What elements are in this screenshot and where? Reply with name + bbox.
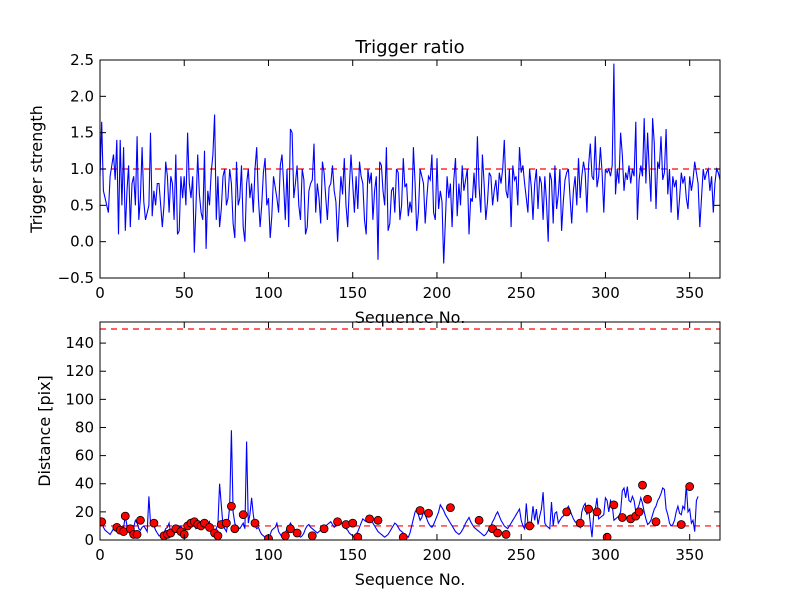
x-tick-label: 0 xyxy=(95,284,105,302)
flagged-point-marker xyxy=(353,532,363,540)
flagged-point-marker xyxy=(285,524,295,534)
flagged-point-marker xyxy=(149,518,159,528)
flagged-point-marker xyxy=(365,514,374,524)
top-plot-frame xyxy=(99,59,721,279)
y-tick-label: 2.0 xyxy=(70,87,94,105)
x-tick-label: 150 xyxy=(338,546,367,564)
bottom-x-axis-label: Sequence No. xyxy=(355,570,466,589)
flagged-point-marker xyxy=(398,532,408,540)
flagged-point-marker xyxy=(501,529,511,539)
x-tick-label: 250 xyxy=(507,284,536,302)
flagged-point-marker xyxy=(307,531,317,540)
distance-panel: 0 50 100 150 200 250 300 350020406080100120140 … xyxy=(35,321,721,589)
y-tick-label: 140 xyxy=(65,334,94,352)
y-tick-label: 60 xyxy=(75,447,94,465)
flagged-point-marker xyxy=(493,528,503,538)
flagged-point-marker xyxy=(474,515,484,525)
x-tick-label: 250 xyxy=(507,546,536,564)
flagged-point-marker xyxy=(333,517,342,527)
x-tick-label: 300 xyxy=(591,546,620,564)
flagged-point-marker xyxy=(213,531,223,540)
bottom-y-axis-label: Distance [pix] xyxy=(35,375,54,487)
y-tick-label: 120 xyxy=(65,362,94,380)
flagged-point-marker xyxy=(609,500,619,510)
flagged-point-marker xyxy=(415,506,425,515)
flagged-point-marker xyxy=(238,510,248,520)
x-tick-label: 350 xyxy=(675,284,704,302)
chart-title: Trigger ratio xyxy=(354,37,464,58)
y-tick-label: 1.0 xyxy=(70,160,94,178)
flagged-point-marker xyxy=(280,531,290,540)
top-x-axis-label: Sequence No. xyxy=(355,308,466,327)
distance-series-group xyxy=(100,328,720,540)
flagged-point-marker xyxy=(136,515,145,525)
top-y-axis-label: Trigger strength xyxy=(27,105,46,234)
bottom-axis-ticks: 0 50 100 150 200 250 300 350 0 20 40 60 80 100 120 140 xyxy=(65,322,720,564)
flagged-point-marker xyxy=(348,518,358,528)
flagged-point-marker xyxy=(221,518,231,528)
flagged-point-marker xyxy=(120,511,130,521)
x-tick-label: 0 xyxy=(95,546,105,564)
flagged-point-marker xyxy=(100,517,107,527)
y-tick-label: 100 xyxy=(65,390,94,408)
x-tick-label: 100 xyxy=(254,546,283,564)
flagged-point-marker xyxy=(205,522,214,532)
x-tick-label: 300 xyxy=(591,284,620,302)
y-tick-label: −0.5 xyxy=(58,269,94,287)
flagged-point-marker xyxy=(617,513,627,522)
y-tick-label: 0.5 xyxy=(70,196,94,214)
flagged-point-marker xyxy=(250,518,260,528)
flagged-point-marker xyxy=(424,508,433,518)
flagged-point-marker xyxy=(446,503,455,513)
y-tick-label: 20 xyxy=(75,503,94,521)
x-tick-label: 200 xyxy=(423,546,452,564)
flagged-point-marker xyxy=(373,515,383,525)
bottom-plot-frame xyxy=(99,321,721,541)
flagged-point-marker xyxy=(132,529,142,539)
flagged-point-marker xyxy=(676,520,686,529)
flagged-point-marker xyxy=(575,518,585,528)
y-tick-label: 0 xyxy=(84,531,94,549)
y-tick-label: 80 xyxy=(75,418,94,436)
flagged-point-marker xyxy=(685,482,695,491)
x-tick-label: 100 xyxy=(254,284,283,302)
top-axis-ticks: 0 50 100 150 200 250 300 350 −0.5 0.0 0.5 1.0 1.5 2.0… xyxy=(58,51,720,302)
flagged-point-marker xyxy=(562,507,572,517)
trigger-strength-series-group xyxy=(100,63,720,264)
y-tick-label: 1.5 xyxy=(70,124,94,142)
flagged-point-marker xyxy=(634,507,644,517)
x-tick-label: 150 xyxy=(338,284,367,302)
x-tick-label: 350 xyxy=(675,546,704,564)
flagged-point-marker xyxy=(319,524,329,534)
trigger-ratio-panel: Trigger ratio 0 50 100 150 200 250 300 350−0.50… xyxy=(27,37,721,327)
flagged-point-marker xyxy=(638,480,647,490)
flagged-point-marker xyxy=(227,501,236,511)
flagged-point-marker xyxy=(584,504,593,514)
y-tick-label: 2.5 xyxy=(70,51,94,69)
x-tick-label: 200 xyxy=(423,284,452,302)
y-tick-label: 40 xyxy=(75,475,94,493)
flagged-point-marker xyxy=(592,507,602,517)
flagged-point-marker xyxy=(230,524,240,534)
x-tick-label: 50 xyxy=(175,546,194,564)
flagged-point-marker xyxy=(525,521,535,531)
flagged-point-marker xyxy=(651,517,661,527)
x-tick-label: 50 xyxy=(175,284,194,302)
flagged-point-marker xyxy=(643,494,652,504)
trigger-strength-line xyxy=(100,63,720,264)
flagged-point-marker xyxy=(292,528,302,538)
y-tick-label: 0.0 xyxy=(70,233,94,251)
